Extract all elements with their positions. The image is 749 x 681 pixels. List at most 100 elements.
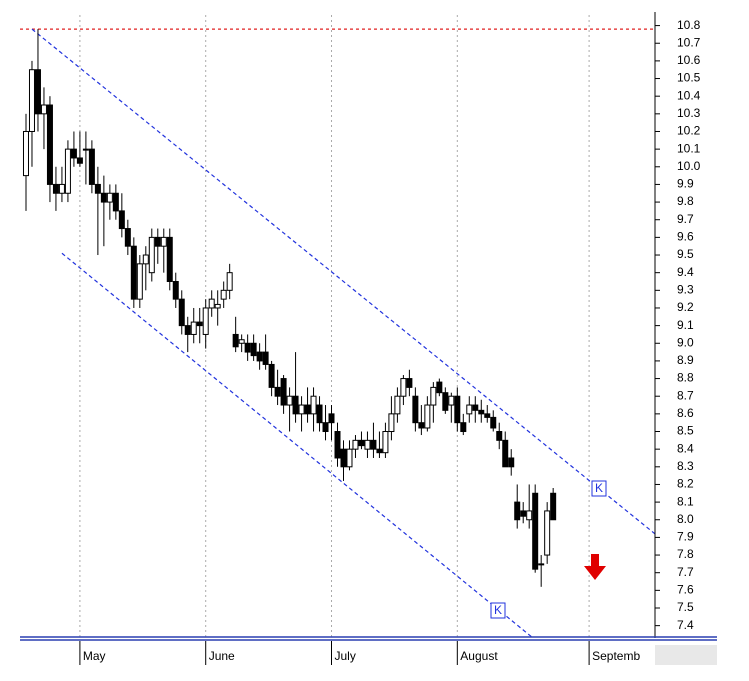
candle-body [526,510,533,521]
candle-body [454,395,461,424]
candle-body [106,192,113,203]
candle-body [382,431,389,454]
candle-body [94,183,101,194]
candle-body [472,404,479,411]
y-tick-label: 8.7 [677,388,694,402]
candle-body [550,492,557,521]
candle-body [400,378,407,397]
candle-body [490,416,497,429]
candle-body [292,395,299,415]
candle-body [100,192,107,203]
trendline [31,28,655,535]
candle-body [160,236,167,247]
candle-body [262,351,269,365]
candle-body [136,263,143,300]
candle-body [436,381,443,394]
candle-body [118,210,125,230]
y-tick-label: 7.5 [677,600,694,614]
candle-body [52,183,59,194]
x-tick-label: August [460,649,498,663]
candle-body [28,69,35,132]
candle-body [466,404,473,415]
y-tick-label: 9.6 [677,230,694,244]
candle-body [418,422,425,429]
x-tick-label: Septemb [592,649,640,663]
y-tick-label: 8.6 [677,406,694,420]
candle-body [364,439,371,450]
y-tick-label: 8.8 [677,371,694,385]
y-tick-label: 8.2 [677,477,694,491]
x-tick-label: June [209,649,235,663]
y-tick-label: 10.1 [677,141,701,155]
candle-body [142,254,149,265]
candle-body [352,439,359,450]
y-tick-label: 7.6 [677,583,694,597]
candle-body [238,339,245,344]
y-tick-label: 10.7 [677,35,701,49]
candle-body [496,431,503,441]
candle-body [64,148,71,194]
y-tick-label: 7.9 [677,530,694,544]
candle-body [214,303,221,309]
y-tick-label: 9.7 [677,212,694,226]
candle-body [406,378,413,388]
candle-body [112,192,119,212]
candle-body [196,321,203,327]
y-tick-label: 9.2 [677,300,694,314]
candle-body [484,413,491,418]
candle-body [208,298,215,309]
y-tick-label: 9.8 [677,194,694,208]
x-tick-label: May [83,649,106,663]
candle-body [82,148,89,151]
trendline [61,252,534,638]
candle-body [172,280,179,300]
candle-body [358,439,365,447]
y-tick-label: 9.1 [677,318,694,332]
candle-body [322,422,329,433]
y-tick-label: 10.0 [677,159,701,173]
y-tick-label: 10.3 [677,106,701,120]
candle-body [154,236,161,247]
candle-body [286,395,293,406]
candle-body [58,183,65,194]
y-tick-label: 7.8 [677,547,694,561]
y-tick-label: 10.5 [677,71,701,85]
candle-body [502,439,509,468]
candle-body [460,422,467,433]
candle-body [388,413,395,433]
candle-body [232,333,239,348]
candle-body [412,395,419,424]
candle-body [430,386,437,406]
candle-body [316,404,323,424]
axis-corner [655,645,717,665]
candle-body [370,439,377,450]
y-tick-label: 7.4 [677,618,694,632]
candle-body [514,501,521,521]
y-tick-label: 8.1 [677,494,694,508]
candle-body [544,510,551,556]
annotation-box [490,602,506,619]
candle-body [376,448,383,454]
candle-body [424,404,431,429]
y-tick-label: 9.4 [677,265,694,279]
candle-body [508,457,515,468]
y-tick-label: 8.9 [677,353,694,367]
candle-body [334,431,341,459]
candle-body [202,307,209,335]
candle-body [244,342,251,353]
candle-body [184,325,191,335]
down-arrow [584,554,606,580]
candle-body [46,104,53,185]
y-tick-label: 9.0 [677,335,694,349]
candle-body [346,448,353,468]
candle-body [88,148,95,185]
candle-body [538,563,545,566]
candle-body [298,404,305,415]
candle-body [70,148,77,159]
annotation: K [595,481,603,495]
candle-body [40,104,47,115]
candle-body [178,298,185,327]
candle-body [256,351,263,362]
candle-body [148,236,155,274]
